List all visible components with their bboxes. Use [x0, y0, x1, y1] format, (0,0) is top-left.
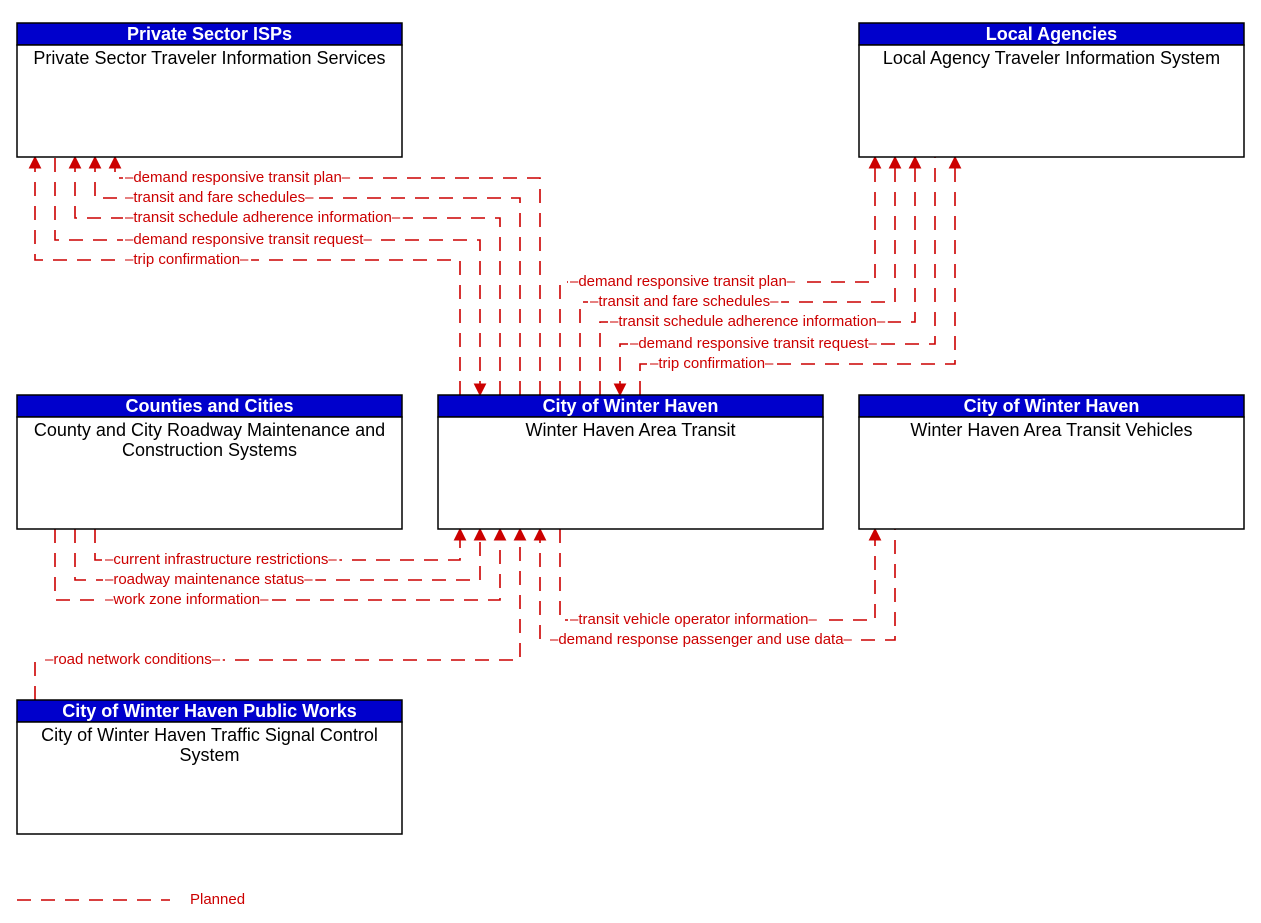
node-header-text: Local Agencies [986, 24, 1117, 44]
node-wht: City of Winter Haven Winter Haven Area Tr… [438, 395, 823, 529]
flow-label: –trip confirmation– [650, 355, 774, 372]
architecture-diagram: –demand responsive transit plan– –transit… [0, 0, 1261, 923]
node-header-text: City of Winter Haven Public Works [62, 701, 357, 721]
node-signal: City of Winter Haven Public WorksCity of… [17, 700, 402, 834]
node-header-text: Private Sector ISPs [127, 24, 292, 44]
node-whtv: City of Winter Haven Winter Haven Area Tr… [859, 395, 1244, 529]
flow-label: –roadway maintenance status– [105, 571, 313, 588]
flow-label: –transit schedule adherence information– [125, 209, 401, 226]
node-header-text: City of Winter Haven [543, 396, 719, 416]
node-body-text: Local Agency Traveler Information System [883, 48, 1220, 68]
legend-label: Planned [190, 891, 245, 908]
flow-label: –road network conditions– [45, 651, 221, 668]
node-local: Local Agencies Local Agency Traveler Info… [859, 23, 1244, 157]
flow-label: –demand responsive transit request– [125, 231, 372, 248]
flow-label: –current infrastructure restrictions– [105, 551, 337, 568]
flow-label: –demand response passenger and use data– [550, 631, 853, 648]
flow-line [560, 529, 875, 620]
flow-label: –transit vehicle operator information– [570, 611, 817, 628]
node-isp: Private Sector ISPs Private Sector Travel… [17, 23, 402, 157]
flow-label: –demand responsive transit plan– [125, 169, 351, 186]
flow-label: –transit and fare schedules– [125, 189, 314, 206]
flow-label: –work zone information– [105, 591, 269, 608]
flow-label: –transit schedule adherence information– [610, 313, 886, 330]
flow-label: –trip confirmation– [125, 251, 249, 268]
node-cc: Counties and CitiesCounty and City Roadw… [17, 395, 402, 529]
node-header-text: Counties and Cities [125, 396, 293, 416]
flow-label: –demand responsive transit request– [630, 335, 877, 352]
node-body-text: Winter Haven Area Transit [525, 420, 735, 440]
node-body-text: Winter Haven Area Transit Vehicles [910, 420, 1192, 440]
node-header-text: City of Winter Haven [964, 396, 1140, 416]
flow-label: –demand responsive transit plan– [570, 273, 796, 290]
node-body-text: Private Sector Traveler Information Serv… [33, 48, 385, 68]
flow-label: –transit and fare schedules– [590, 293, 779, 310]
